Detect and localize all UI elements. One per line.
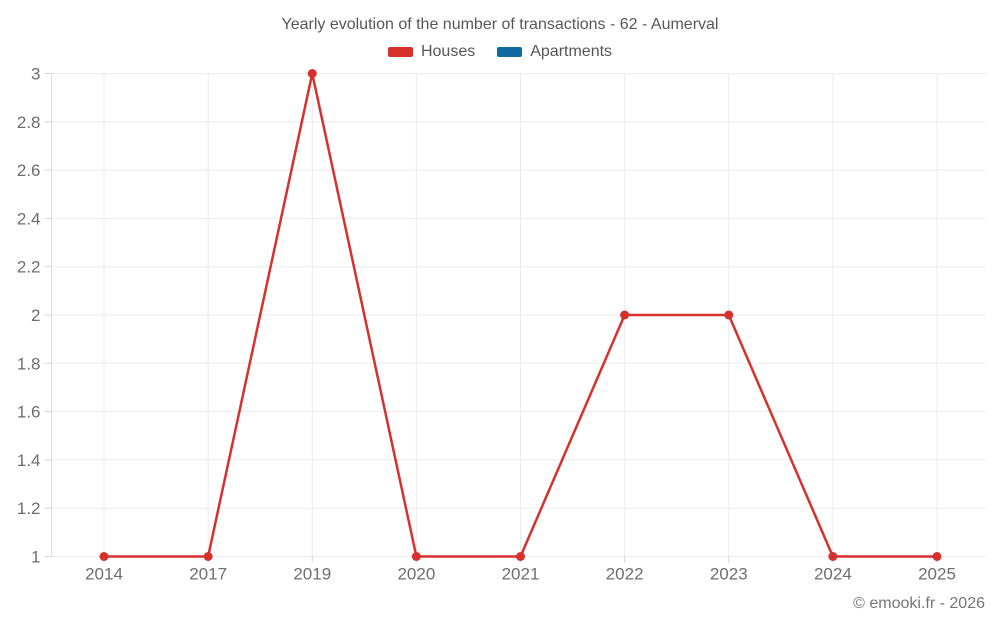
x-axis-label: 2023 xyxy=(710,565,748,584)
x-axis-label: 2022 xyxy=(606,565,644,584)
data-point-houses-2014[interactable] xyxy=(99,552,109,561)
legend-label-houses: Houses xyxy=(420,43,476,60)
y-axis-label: 2.2 xyxy=(17,258,41,277)
x-axis-label: 2025 xyxy=(918,565,956,584)
y-axis-label: 1 xyxy=(31,548,40,567)
data-point-houses-2017[interactable] xyxy=(203,552,213,561)
y-axis-label: 2.6 xyxy=(17,161,41,180)
data-point-houses-2024[interactable] xyxy=(828,552,838,561)
y-axis-label: 1.4 xyxy=(17,451,41,470)
watermark: © emooki.fr - 2026 xyxy=(853,595,985,612)
x-axis-label: 2017 xyxy=(189,565,227,584)
data-point-houses-2023[interactable] xyxy=(724,310,734,320)
legend-item-houses[interactable]: Houses xyxy=(387,43,476,61)
y-axis-label: 1.2 xyxy=(17,499,41,518)
x-axis-label: 2019 xyxy=(293,565,331,584)
data-point-houses-2021[interactable] xyxy=(516,552,525,561)
y-axis-label: 3 xyxy=(31,65,40,84)
y-axis-label: 2 xyxy=(31,306,40,325)
y-axis-label: 1.8 xyxy=(17,354,41,373)
houses-legend-swatch xyxy=(387,47,413,57)
legend-label-apartments: Apartments xyxy=(530,43,613,60)
x-axis-label: 2020 xyxy=(397,565,435,584)
data-point-houses-2020[interactable] xyxy=(411,552,421,561)
apartments-legend-swatch xyxy=(497,47,523,57)
legend: Houses Apartments xyxy=(0,43,1000,61)
y-axis-label: 2.4 xyxy=(17,209,41,228)
legend-item-apartments[interactable]: Apartments xyxy=(497,43,612,61)
x-axis-label: 2024 xyxy=(814,565,852,584)
y-axis-label: 2.8 xyxy=(17,113,41,132)
data-point-houses-2022[interactable] xyxy=(620,310,630,320)
data-point-houses-2025[interactable] xyxy=(932,552,942,561)
data-point-houses-2019[interactable] xyxy=(307,69,317,78)
x-axis-label: 2021 xyxy=(502,565,540,584)
y-axis-label: 1.6 xyxy=(17,403,41,422)
x-axis-label: 2014 xyxy=(85,565,123,584)
chart-title: Yearly evolution of the number of transa… xyxy=(281,16,719,33)
